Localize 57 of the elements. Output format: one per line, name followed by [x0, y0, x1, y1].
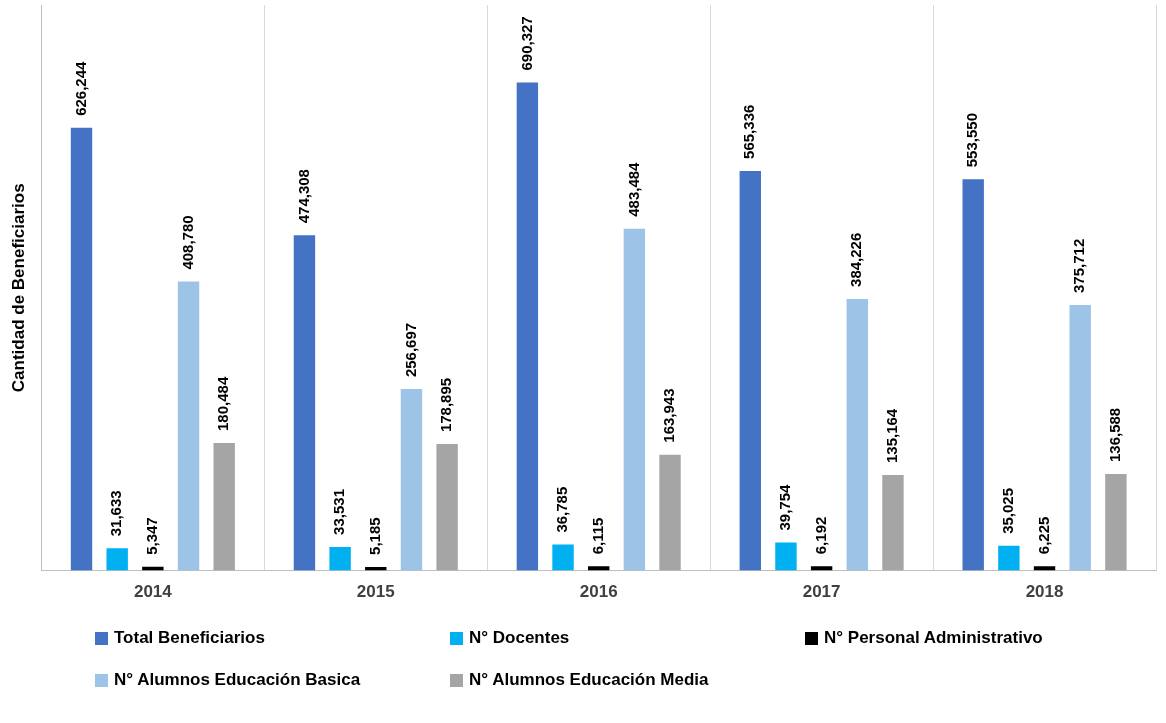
- legend-label: N° Docentes: [469, 628, 570, 648]
- x-tick-label: 2016: [579, 582, 618, 602]
- legend-label: N° Alumnos Educación Media: [469, 670, 709, 690]
- bar: [177, 281, 200, 571]
- bar: [436, 444, 458, 571]
- data-label: 135,164: [883, 408, 901, 464]
- bar: [1105, 474, 1127, 571]
- bar: [998, 545, 1020, 571]
- data-label: 136,588: [1106, 407, 1124, 463]
- bar: [552, 544, 574, 571]
- bar: [106, 548, 128, 571]
- bar: [882, 475, 904, 571]
- data-label: 33,531: [330, 489, 348, 535]
- bar: [775, 542, 797, 571]
- bar: [846, 298, 868, 571]
- legend-label: N° Personal Administrativo: [824, 628, 1043, 648]
- x-tick-label: 2018: [1025, 582, 1064, 602]
- bar: [516, 82, 539, 571]
- x-tick-label: 2015: [356, 582, 395, 602]
- legend-label: Total Beneficiarios: [114, 628, 265, 648]
- data-label: 474,308: [294, 169, 312, 224]
- data-label: 36,785: [553, 486, 571, 533]
- bar: [1069, 304, 1091, 571]
- data-label: 6,192: [811, 516, 829, 555]
- data-label: 626,244: [71, 60, 89, 116]
- data-label: 163,943: [660, 388, 678, 443]
- bar: [962, 179, 984, 571]
- data-label: 6,115: [588, 517, 606, 555]
- data-label: 483,484: [624, 161, 642, 217]
- legend-label: N° Alumnos Educación Basica: [114, 670, 361, 690]
- bar: [659, 454, 681, 571]
- data-label: 690,327: [517, 16, 535, 71]
- data-label: 178,895: [437, 377, 455, 433]
- bar: [739, 170, 761, 571]
- data-label: 5,347: [143, 517, 160, 555]
- data-label: 180,484: [214, 376, 232, 431]
- bar: [293, 235, 316, 571]
- x-tick-label: 2014: [133, 582, 173, 602]
- data-label: 408,780: [178, 215, 196, 270]
- bar: [623, 228, 646, 571]
- data-label: 39,754: [776, 483, 794, 531]
- data-label: 553,550: [963, 113, 981, 168]
- x-tick-label: 2017: [802, 582, 841, 602]
- data-label: 35,025: [999, 487, 1017, 534]
- data-label: 375,712: [1070, 238, 1088, 293]
- data-label: 5,185: [365, 517, 383, 555]
- data-label: 6,225: [1034, 516, 1052, 555]
- bar: [213, 443, 235, 571]
- y-axis-title: Cantidad de Beneficiarios: [8, 183, 28, 393]
- data-label: 384,226: [847, 232, 865, 287]
- bar: [329, 546, 351, 571]
- data-label: 565,336: [740, 104, 758, 159]
- data-label: 256,697: [401, 322, 419, 378]
- bar: [588, 566, 610, 571]
- bar: [70, 127, 93, 571]
- bar: [400, 389, 423, 571]
- data-label: 31,633: [107, 490, 125, 537]
